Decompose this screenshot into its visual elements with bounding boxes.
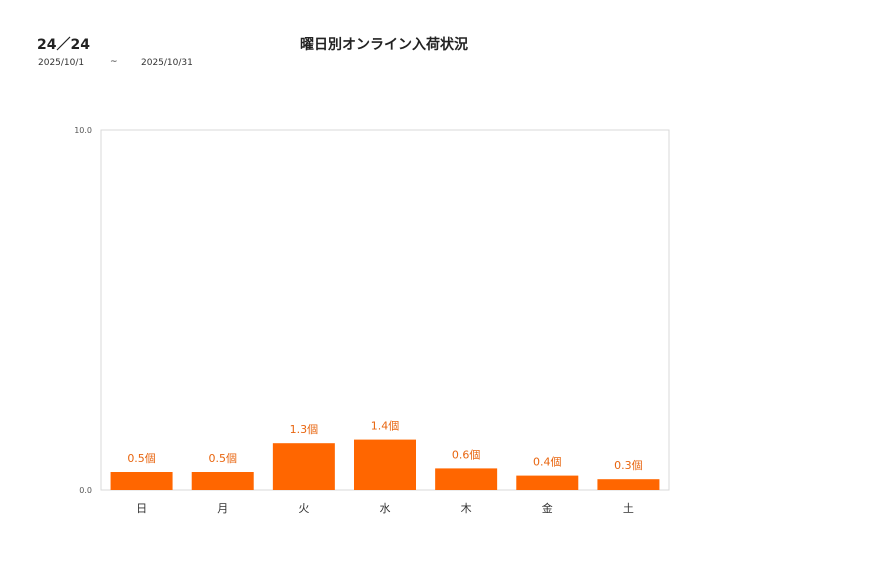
bar (516, 475, 579, 490)
bar (191, 472, 254, 490)
date-to: 2025/10/31 (141, 58, 193, 68)
x-category-label: 金 (542, 501, 553, 515)
bar-value-label: 0.6個 (452, 448, 481, 461)
x-category-label: 月 (217, 502, 228, 515)
bar (110, 472, 173, 490)
x-category-label: 土 (623, 502, 634, 515)
y-tick-label: 0.0 (79, 486, 92, 495)
bar (597, 479, 660, 490)
bar-value-label: 0.3個 (614, 459, 643, 472)
bar (435, 468, 498, 490)
chart-title: 曜日別オンライン入荷状況 (300, 37, 468, 53)
plot-frame (100, 129, 670, 491)
bar-value-label: 0.5個 (127, 452, 156, 465)
x-category-label: 水 (380, 502, 391, 515)
bar (354, 439, 416, 490)
x-category-label: 木 (461, 502, 472, 515)
date-from: 2025/10/1 (38, 58, 85, 68)
x-category-label: 火 (298, 502, 309, 515)
store-code: 24／24 (37, 37, 90, 53)
date-separator: ~ (110, 57, 118, 67)
bar-value-label: 1.3個 (290, 423, 319, 436)
bar (272, 443, 335, 490)
bar-value-label: 1.4個 (371, 420, 400, 433)
bar-value-label: 0.4個 (533, 456, 562, 469)
y-tick-label: 10.0 (74, 126, 92, 135)
bar-value-label: 0.5個 (208, 452, 237, 465)
x-category-label: 日 (136, 502, 147, 515)
